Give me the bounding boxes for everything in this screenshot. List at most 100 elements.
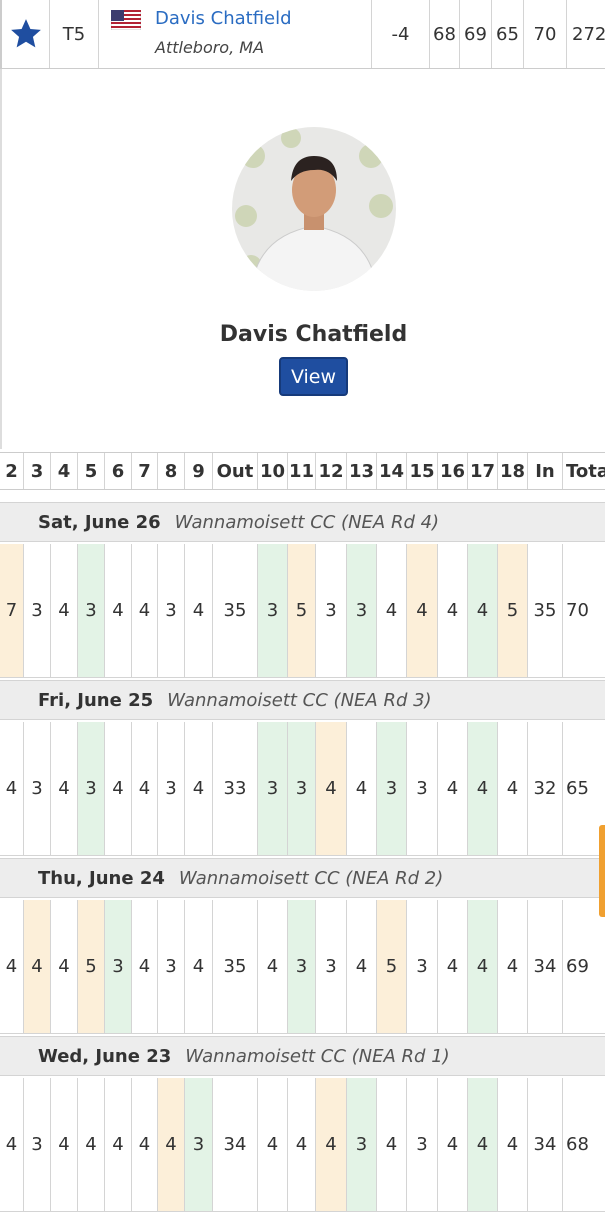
column-header: 14: [377, 453, 407, 489]
scroll-indicator: [599, 825, 605, 917]
score-cell: 4: [51, 1078, 78, 1212]
score-cell: 3: [78, 544, 105, 678]
score-cell: 69: [563, 900, 605, 1034]
score-cell: 4: [24, 900, 51, 1034]
score-cell: 33: [213, 722, 258, 856]
score-cell: 34: [213, 1078, 258, 1212]
total: 272: [572, 23, 605, 45]
score-cell: 35: [213, 544, 258, 678]
player-name-link[interactable]: Davis Chatfield: [155, 8, 292, 29]
score-cell: 4: [0, 722, 24, 856]
score-cell: 68: [563, 1078, 605, 1212]
column-header: 15: [407, 453, 438, 489]
score-cell: 4: [347, 722, 377, 856]
score-cell: 5: [377, 900, 407, 1034]
score-cell: 65: [563, 722, 605, 856]
score-cell: 3: [258, 544, 288, 678]
score-cell: 3: [158, 722, 185, 856]
favorite-cell[interactable]: [2, 0, 50, 68]
column-header: 4: [51, 453, 78, 489]
score-cell: 4: [105, 722, 132, 856]
column-header: 2: [0, 453, 24, 489]
star-icon[interactable]: [9, 17, 43, 51]
score-cell: 4: [438, 544, 468, 678]
score-cell: 4: [468, 722, 498, 856]
profile-name: Davis Chatfield: [219, 322, 408, 347]
score-cell: 4: [78, 1078, 105, 1212]
score-cell: 3: [316, 544, 347, 678]
round-header: Fri, June 25 Wannamoisett CC (NEA Rd 3): [0, 680, 605, 720]
round-score: 65: [492, 0, 524, 68]
score-cell: 5: [498, 544, 528, 678]
score-cell: 4: [132, 544, 158, 678]
column-header: 17: [468, 453, 498, 489]
score-cell: 7: [0, 544, 24, 678]
score-cell: 4: [51, 722, 78, 856]
column-header: 7: [132, 453, 158, 489]
column-header: 16: [438, 453, 468, 489]
course-name: Wannamoisett CC (NEA Rd 2): [178, 867, 444, 889]
hometown: Attleboro, MA: [155, 38, 265, 57]
round-date: Sat, June 26: [38, 511, 161, 533]
score-cell: 3: [316, 900, 347, 1034]
score-cell: 3: [407, 1078, 438, 1212]
score-cell: 4: [105, 544, 132, 678]
round-date: Thu, June 24: [38, 867, 165, 889]
score-cell: 3: [288, 722, 316, 856]
score-cell: 4: [438, 1078, 468, 1212]
column-header: 3: [24, 453, 51, 489]
score-cell: 4: [438, 900, 468, 1034]
score-cell: 3: [78, 722, 105, 856]
round-score: 69: [460, 0, 492, 68]
score-cell: 4: [438, 722, 468, 856]
round-header: Wed, June 23 Wannamoisett CC (NEA Rd 1): [0, 1036, 605, 1076]
score-cell: 3: [377, 722, 407, 856]
score-cell: 4: [468, 544, 498, 678]
score-cell: 35: [528, 544, 563, 678]
score-cell: 4: [498, 900, 528, 1034]
score-cell: 3: [158, 544, 185, 678]
view-button[interactable]: View: [279, 357, 348, 396]
score-cell: 70: [563, 544, 605, 678]
score-cell: 4: [407, 544, 438, 678]
score-cell: 3: [288, 900, 316, 1034]
leaderboard-row: T5 Davis Chatfield Attleboro, MA -4 68 69…: [0, 0, 605, 69]
side-border: [0, 69, 2, 449]
column-header: 11: [288, 453, 316, 489]
score-cell: 4: [468, 1078, 498, 1212]
score-cell: 4: [51, 544, 78, 678]
column-header: 5: [78, 453, 105, 489]
score-cell: 34: [528, 900, 563, 1034]
score-cell: 4: [132, 1078, 158, 1212]
course-name: Wannamoisett CC (NEA Rd 3): [167, 689, 432, 711]
score-cell: 4: [105, 1078, 132, 1212]
round-header: Sat, June 26 Wannamoisett CC (NEA Rd 4): [0, 502, 605, 542]
score-cell: 3: [24, 722, 51, 856]
score-cell: 5: [78, 900, 105, 1034]
column-header: 18: [498, 453, 528, 489]
column-header: 10: [258, 453, 288, 489]
score-cell: 4: [185, 544, 213, 678]
score-cell: 3: [258, 722, 288, 856]
score-cell: 4: [498, 1078, 528, 1212]
round-score: 70: [524, 0, 567, 68]
score-cell: 4: [258, 1078, 288, 1212]
score-cell: 4: [0, 900, 24, 1034]
score-cell: 34: [528, 1078, 563, 1212]
score-cell: 4: [132, 900, 158, 1034]
score-cell: 3: [105, 900, 132, 1034]
score-cell: 3: [407, 900, 438, 1034]
score-cell: 4: [347, 900, 377, 1034]
score-cell: 3: [158, 900, 185, 1034]
score-cell: 3: [407, 722, 438, 856]
score-cell: 4: [185, 900, 213, 1034]
score-cell: 4: [288, 1078, 316, 1212]
score-cell: 35: [213, 900, 258, 1034]
course-name: Wannamoisett CC (NEA Rd 1): [185, 1045, 450, 1067]
player-photo: [232, 127, 396, 291]
column-header: 12: [316, 453, 347, 489]
round-date: Wed, June 23: [38, 1045, 172, 1067]
to-par: -4: [372, 0, 430, 68]
score-cell: 4: [377, 544, 407, 678]
